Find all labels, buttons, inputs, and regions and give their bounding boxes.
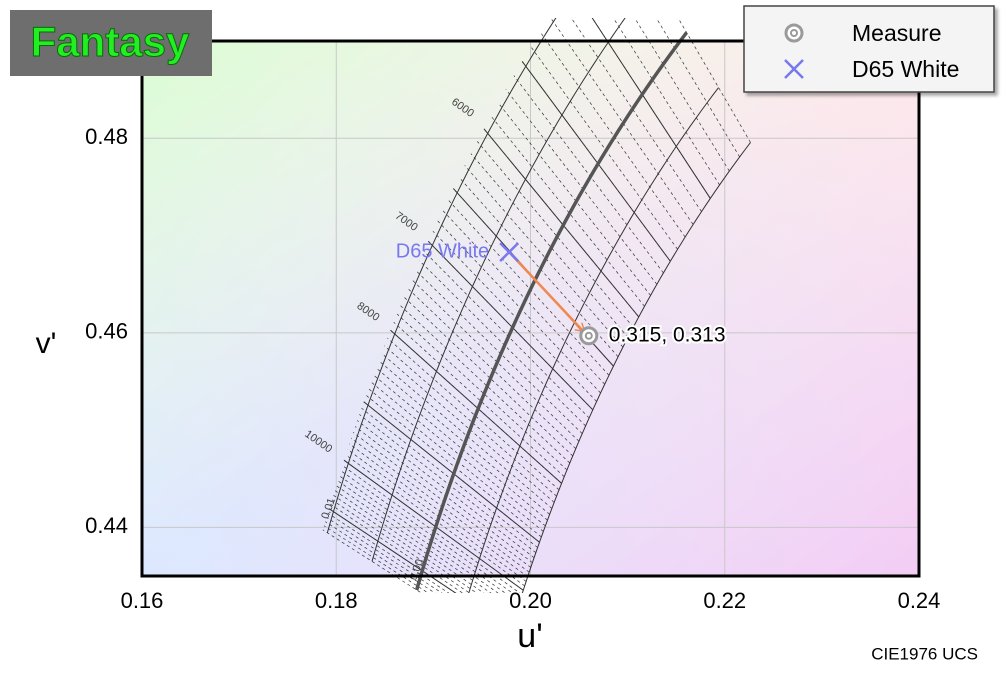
measure-label: 0.315, 0.313 <box>609 323 726 346</box>
locus-line <box>387 337 560 491</box>
x-axis-label: u' <box>517 617 542 655</box>
locus-line <box>521 142 751 593</box>
locus-line <box>335 485 492 593</box>
locus-line <box>477 141 634 328</box>
locus-line <box>396 313 568 471</box>
locus-line <box>368 388 544 532</box>
locus-line <box>550 18 694 225</box>
locus-line <box>483 128 640 318</box>
locus-line <box>338 475 506 593</box>
locus-line <box>411 279 580 442</box>
locus-line <box>612 18 720 186</box>
locus-line <box>325 521 436 593</box>
badge-bg <box>10 10 212 76</box>
y-tick-label: 0.48 <box>85 124 128 149</box>
plot-frame <box>140 39 921 578</box>
locus-line <box>322 529 423 593</box>
locus-line <box>328 508 457 593</box>
locus-line <box>407 288 577 449</box>
locus-line <box>381 353 555 503</box>
locus-line <box>350 437 530 573</box>
locus-line <box>403 296 573 457</box>
locus-line <box>359 414 537 553</box>
locus-line <box>370 381 546 527</box>
locus-line <box>470 153 629 338</box>
locus-line <box>427 240 594 411</box>
locus-line <box>464 165 624 348</box>
locus-line <box>332 494 478 593</box>
locus-line <box>378 360 553 509</box>
locus-line <box>347 449 527 582</box>
measure-point <box>579 326 599 346</box>
y-tick-label: 0.46 <box>85 319 128 344</box>
badge: Fantasy <box>31 18 190 65</box>
locus-line <box>331 499 471 593</box>
locus-line <box>677 18 751 143</box>
locus-line <box>393 321 565 477</box>
locus-line <box>365 394 542 538</box>
locus-line <box>490 115 645 307</box>
locus-line <box>655 18 740 158</box>
locus-line <box>363 401 540 543</box>
locus-line <box>361 407 538 548</box>
measure-point-inner <box>584 331 593 340</box>
y-axis-label: v' <box>36 327 57 360</box>
locus-line <box>497 102 651 296</box>
y-tick-label: 0.44 <box>85 513 128 538</box>
x-tick-label: 0.16 <box>121 588 164 613</box>
locus-line <box>458 176 619 357</box>
locus-line <box>468 87 719 593</box>
locus-line <box>330 503 464 593</box>
locus-line <box>326 18 557 533</box>
locus-line <box>591 18 711 199</box>
locus-line <box>342 465 521 593</box>
legend-label: Measure <box>852 20 941 46</box>
locus-line <box>505 89 658 285</box>
locus-line <box>345 454 525 587</box>
locus-line <box>414 31 689 591</box>
locus-line <box>513 75 664 274</box>
locus-line <box>337 480 499 593</box>
locus-line <box>400 305 571 464</box>
x-tick-label: 0.24 <box>898 588 941 613</box>
arrow <box>508 251 584 332</box>
locus-line <box>343 459 524 591</box>
locus-line <box>373 374 548 521</box>
locus-line <box>327 512 450 593</box>
locus-line <box>371 18 626 562</box>
locus-line <box>521 61 671 262</box>
d65-label: D65 White <box>396 240 489 262</box>
x-tick-label: 0.20 <box>509 588 552 613</box>
locus-line <box>349 443 528 578</box>
locus-line <box>356 420 535 558</box>
legend-marker <box>790 29 798 37</box>
locus-line <box>334 490 485 593</box>
locus-line <box>323 525 429 593</box>
locus-line <box>570 18 702 212</box>
locus-line <box>354 426 533 563</box>
d65-point <box>499 242 520 262</box>
legend-marker <box>784 59 804 79</box>
locus-line <box>375 367 550 515</box>
locus-line <box>415 269 583 434</box>
locus-line <box>384 345 557 497</box>
x-tick-label: 0.18 <box>315 588 358 613</box>
locus-line <box>390 329 562 484</box>
legend-marker <box>784 23 804 43</box>
locus-line <box>634 18 730 172</box>
locus-line <box>442 210 605 385</box>
footer: CIE1976 UCS <box>871 644 978 663</box>
x-tick-label: 0.22 <box>703 588 746 613</box>
locus-line <box>447 199 610 376</box>
legend-label: D65 White <box>852 56 959 82</box>
locus-line <box>352 432 531 568</box>
